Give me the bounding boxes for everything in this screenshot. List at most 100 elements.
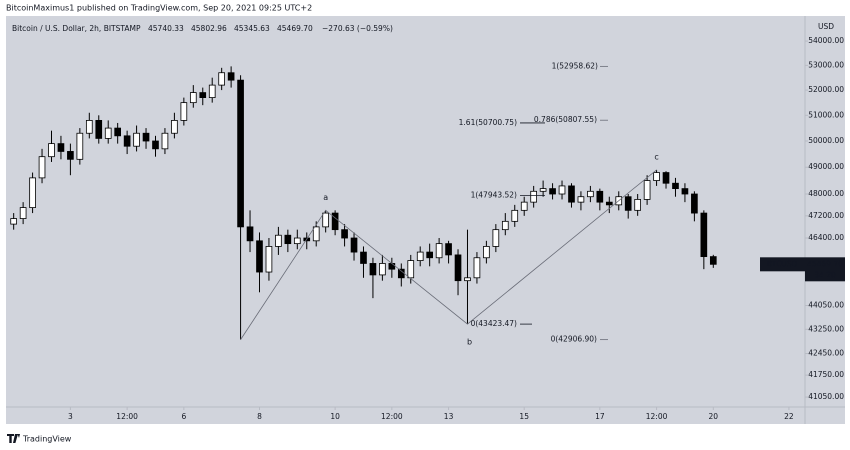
x-tick-label: 6 [181, 412, 186, 421]
candle-body [530, 190, 537, 203]
candle-body [397, 268, 405, 279]
currency: USD [818, 22, 834, 31]
y-tick-label: 54000.00 [808, 36, 844, 45]
candle-body [85, 120, 93, 134]
x-tick-label: 13 [444, 412, 454, 421]
candle-body [435, 243, 443, 259]
wave-line [240, 169, 657, 340]
ohlc-legend: 45740.33 45802.96 45345.63 45469.70 −270.63 … [148, 24, 393, 33]
candle-body [369, 263, 377, 276]
logo [6, 434, 20, 443]
candle-body [227, 72, 235, 81]
candle-body [691, 193, 698, 214]
x-tick-label: 3 [68, 412, 73, 421]
y-tick-label: 42450.00 [808, 349, 844, 358]
candle-body [237, 79, 244, 228]
candle-body [171, 120, 178, 134]
candle-body [501, 220, 509, 231]
candle-body [672, 182, 679, 190]
candle-body [67, 151, 74, 160]
candle-body [577, 196, 585, 203]
candle-body [445, 243, 452, 256]
candle-body [48, 143, 55, 158]
fib-label: 1(47943.52) [471, 191, 517, 200]
ohlc-value: 45802.96 [191, 24, 227, 33]
candle-body [520, 201, 528, 211]
y-tick-label: 50000.00 [808, 136, 844, 145]
candle-body [662, 172, 670, 184]
candle-body [511, 209, 519, 222]
y-tick-label: 51000.00 [808, 110, 844, 119]
candle-body [265, 246, 273, 273]
x-tick-label: 17 [595, 412, 605, 421]
symbol-tag: BTCUSD [767, 259, 798, 268]
candle-body [246, 226, 254, 242]
candle-body [19, 207, 27, 219]
candle-body [464, 277, 471, 282]
candle-body [587, 190, 594, 198]
y-tick-label: 47200.00 [808, 211, 844, 220]
price-tag-bg [805, 257, 845, 282]
y-tick-label: 49000.00 [808, 162, 844, 171]
candle-body [152, 140, 159, 150]
candle-body [634, 199, 641, 211]
x-tick-label: 20 [709, 412, 719, 421]
ohlc-value: 45469.70 [277, 24, 313, 33]
candle-body [643, 180, 651, 200]
wave-label: a [323, 193, 328, 202]
candle-body [104, 127, 112, 139]
candle-body [426, 251, 433, 259]
candle-body [596, 190, 604, 203]
candle-body [549, 188, 556, 195]
x-tick-label: 22 [784, 412, 794, 421]
fib-label: 1(52958.62) [552, 61, 598, 70]
x-tick-label: 12:00 [646, 412, 668, 421]
x-tick-label: 8 [257, 412, 262, 421]
candle-body [454, 254, 462, 282]
countdown: 34:20 [814, 270, 836, 279]
change: −270.63 (−0.59%) [322, 24, 393, 33]
candle-body [38, 156, 46, 179]
candle-body [95, 120, 103, 139]
candle-body [407, 260, 415, 279]
candle-body [681, 188, 689, 195]
candle-body [700, 212, 708, 258]
candle-body [133, 132, 140, 147]
y-tick-label: 46400.00 [808, 233, 844, 242]
candle-body [558, 185, 566, 195]
candle-body [492, 229, 500, 247]
wave-label: c [654, 152, 658, 161]
candle-body [388, 263, 396, 270]
y-tick-label: 52000.00 [808, 85, 844, 94]
y-tick-label: 41050.00 [808, 392, 844, 401]
candle-body [142, 132, 150, 142]
candle-body [605, 201, 613, 206]
candle-body [293, 237, 301, 245]
y-tick-label: 44050.00 [808, 300, 844, 309]
candle-body [57, 143, 65, 152]
candle-body [350, 237, 358, 253]
candle-body [539, 188, 547, 192]
symbol-title: Bitcoin / U.S. Dollar, 2h, BITSTAMP [12, 24, 141, 33]
candle-body [76, 132, 84, 160]
candle-body [161, 132, 169, 150]
x-tick-label: 12:00 [381, 412, 403, 421]
candle-body [331, 212, 339, 231]
candle-body [114, 127, 122, 137]
wave-label: b [467, 338, 472, 347]
fib-label: 0(43423.47) [471, 319, 517, 328]
candle-body [709, 256, 717, 265]
price-tag: 45469.70 [807, 259, 843, 268]
brand: TradingView [22, 435, 72, 444]
ohlc-value: 45740.33 [148, 24, 184, 33]
fib-label: 0.786(50807.55) [534, 115, 597, 124]
publisher: BitcoinMaximus1 published on TradingView… [6, 4, 312, 13]
candle-body [29, 177, 36, 209]
candle-body [473, 257, 481, 279]
x-tick-label: 15 [519, 412, 529, 421]
chart-bg [6, 16, 845, 424]
candle-body [312, 226, 320, 242]
symbol-tag-bg [760, 257, 805, 272]
candle-body [123, 135, 131, 147]
